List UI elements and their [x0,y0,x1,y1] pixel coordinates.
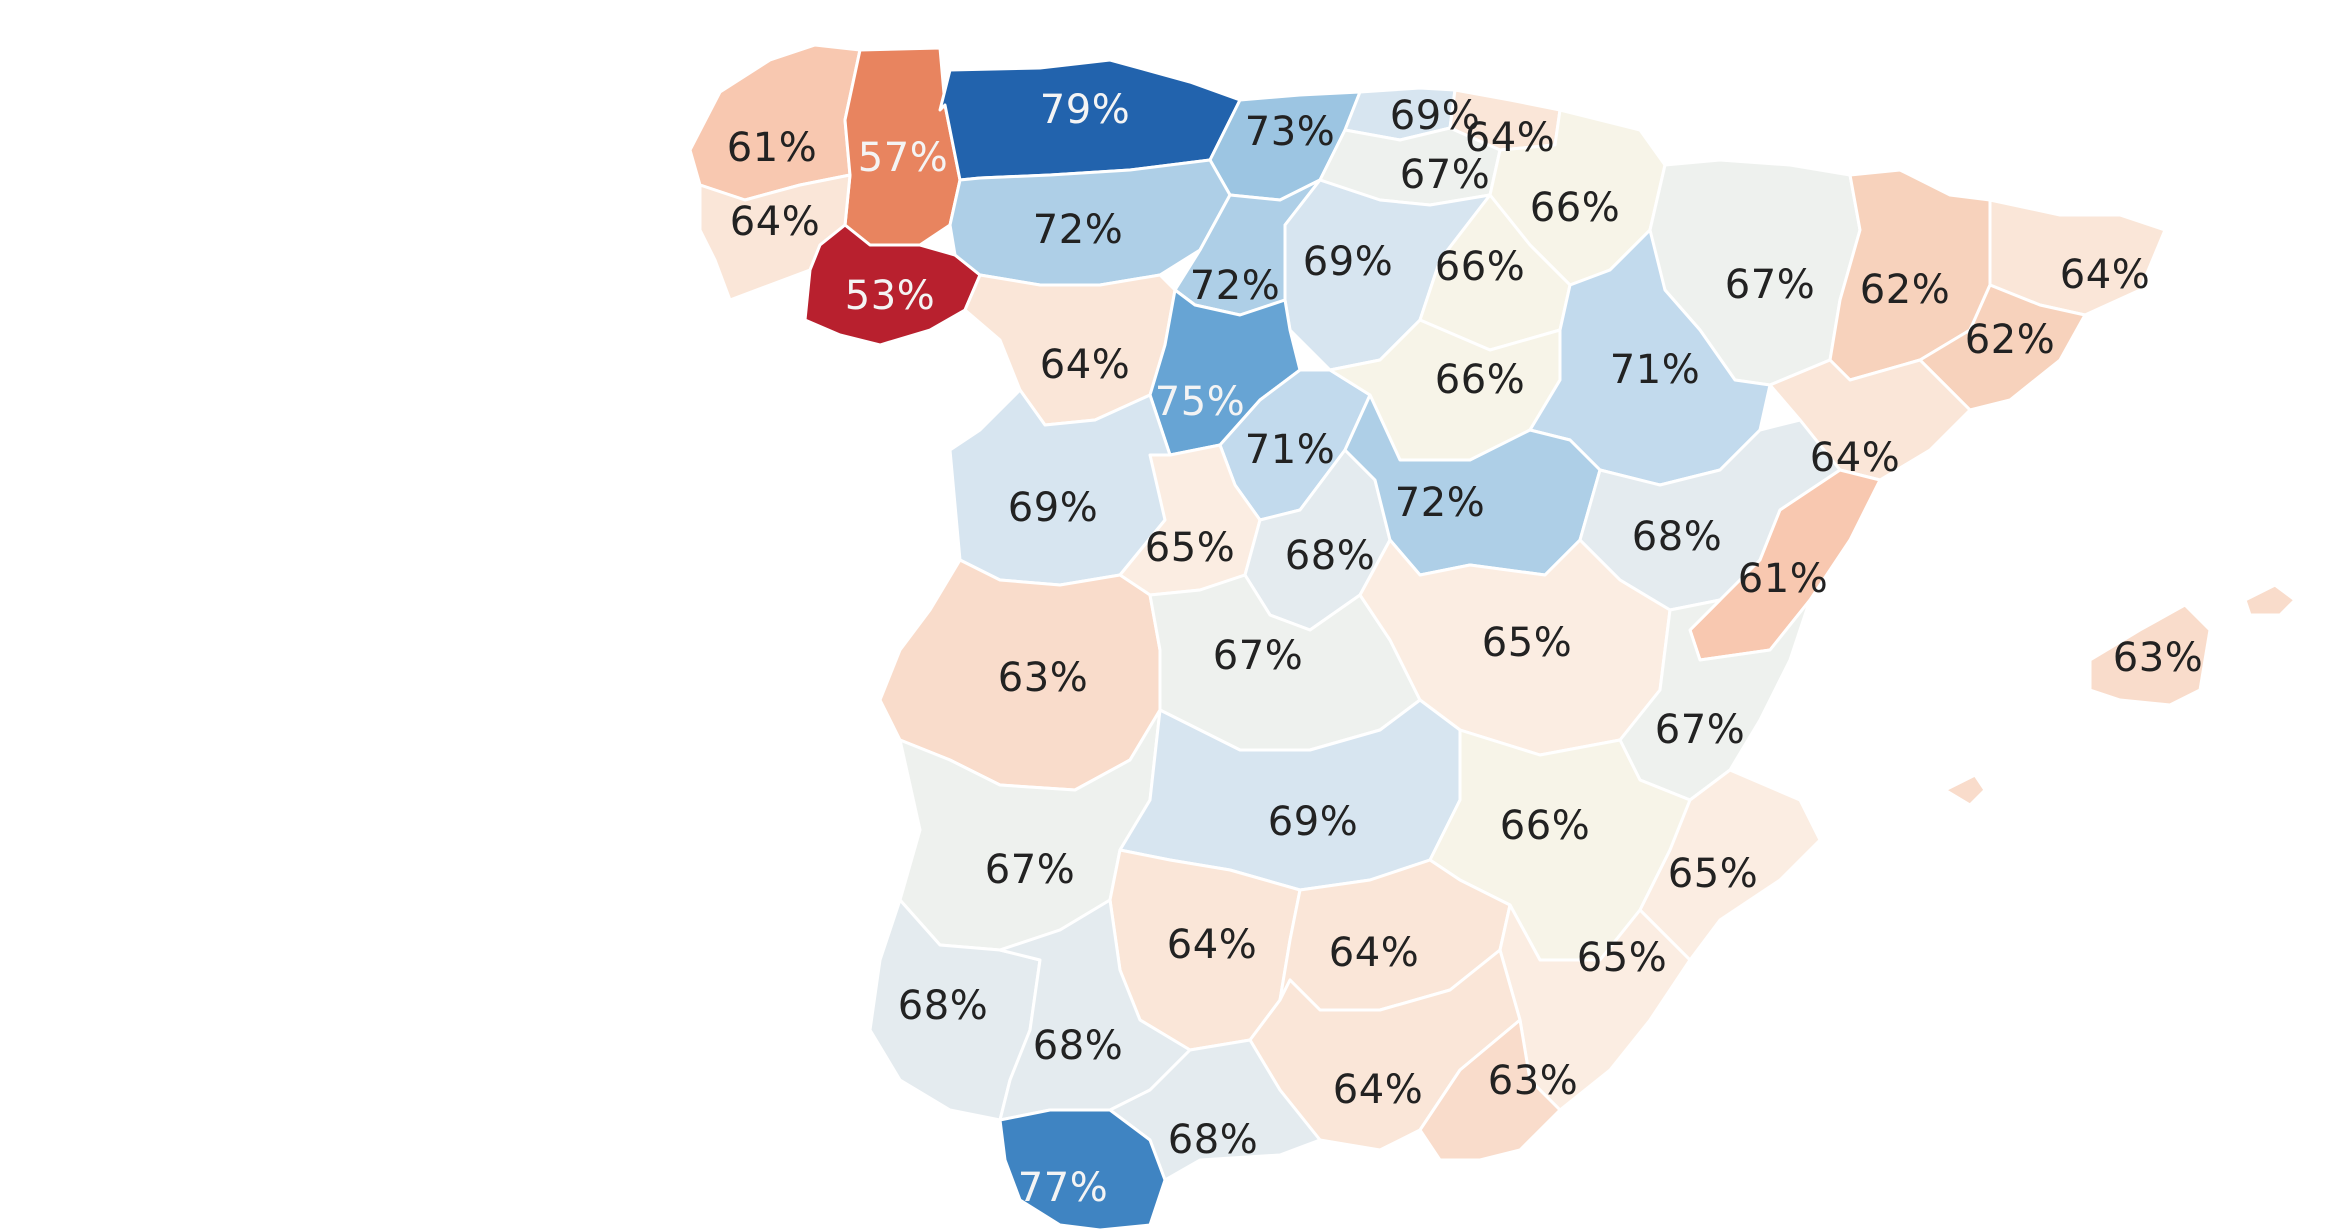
province-label-malaga: 68% [1168,1117,1258,1163]
province-label-huesca: 67% [1725,262,1815,308]
province-shapes [688,43,2297,1230]
province-label-sevilla: 68% [1033,1023,1123,1069]
province-label-soria: 66% [1435,357,1525,403]
province-label-ourense: 53% [845,273,935,319]
province-label-albacete: 66% [1500,803,1590,849]
province-label-burgos: 69% [1303,239,1393,285]
province-label-lleida: 62% [1860,267,1950,313]
province-label-ciudad-real: 69% [1268,799,1358,845]
province-label-jaen: 64% [1329,930,1419,976]
province-almeria [1418,1018,1562,1162]
province-label-gipuzkoa: 64% [1465,115,1555,161]
province-label-girona: 64% [2060,252,2150,298]
province-label-cantabria: 73% [1245,109,1335,155]
province-label-murcia: 65% [1577,935,1667,981]
province-label-cadiz: 77% [1018,1165,1108,1211]
province-leon [948,158,1232,287]
province-label-granada: 64% [1333,1067,1423,1113]
province-barcelona [1918,283,2087,412]
province-label-araba: 67% [1400,152,1490,198]
province-label-zaragoza: 71% [1610,347,1700,393]
province-label-castellon: 61% [1738,556,1828,602]
province-label-segovia: 71% [1245,427,1335,473]
province-cadiz [998,1108,1167,1230]
province-label-barcelona: 62% [1965,317,2055,363]
province-label-valencia: 67% [1655,707,1745,753]
province-alicante [1638,768,1822,962]
province-label-huelva: 68% [898,983,988,1029]
province-label-baleares: 63% [2113,635,2203,681]
province-label-valladolid: 75% [1155,379,1245,425]
province-label-caceres: 63% [998,655,1088,701]
province-label-navarra: 66% [1530,185,1620,231]
province-label-lugo: 57% [858,135,948,181]
province-label-teruel: 68% [1632,514,1722,560]
province-label-tarragona: 64% [1810,435,1900,481]
province-label-a-coruna: 61% [727,125,817,171]
province-label-guadalajara: 72% [1395,480,1485,526]
province-tarragona [1768,358,1972,482]
province-label-salamanca: 69% [1008,485,1098,531]
province-label-badajoz: 67% [985,847,1075,893]
province-labels: 61% 57%64%53%79% 73% 69%64%67%66%72%72%69% 6… [727,87,2203,1211]
province-label-bizkaia: 69% [1390,93,1480,139]
province-label-zamora: 64% [1040,342,1130,388]
province-label-avila: 65% [1145,525,1235,571]
province-label-palencia: 72% [1190,263,1280,309]
province-granada [1248,948,1522,1152]
province-baleares [1943,583,2297,807]
province-label-toledo: 67% [1213,633,1303,679]
province-label-leon: 72% [1033,207,1123,253]
province-label-cuenca: 65% [1482,620,1572,666]
province-label-alicante: 65% [1668,851,1758,897]
province-label-madrid: 68% [1285,533,1375,579]
province-label-almeria: 63% [1488,1058,1578,1104]
province-label-pontevedra: 64% [730,199,820,245]
province-label-cordoba: 64% [1167,922,1257,968]
province-label-la-rioja: 66% [1435,244,1525,290]
province-label-asturias: 79% [1040,87,1130,133]
